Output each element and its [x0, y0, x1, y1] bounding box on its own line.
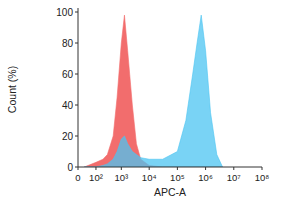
y-tick	[75, 74, 78, 75]
x-tick-label: 10⁴	[142, 172, 157, 183]
histogram-area	[84, 15, 222, 167]
x-tick	[177, 167, 178, 170]
x-tick-label: 10⁵	[170, 172, 185, 183]
x-tick-label: 10³	[114, 172, 128, 183]
x-tick-label: 10⁸	[255, 172, 270, 183]
y-tick-label: 0	[67, 162, 73, 173]
x-tick-label: 10⁶	[198, 172, 213, 183]
y-tick-label: 20	[62, 131, 74, 142]
x-tick-label: 10⁷	[227, 172, 242, 183]
x-tick-label: 0	[75, 172, 80, 183]
x-tick	[262, 167, 263, 170]
y-tick-label: 40	[62, 100, 74, 111]
y-tick	[75, 105, 78, 106]
y-tick-label: 100	[56, 7, 73, 18]
x-tick	[205, 167, 206, 170]
y-axis-label: Count (%)	[6, 66, 18, 113]
x-tick	[233, 167, 234, 170]
x-tick	[95, 167, 96, 170]
y-axis-line	[78, 8, 79, 167]
x-tick	[149, 167, 150, 170]
y-tick	[75, 43, 78, 44]
x-axis-label: APC-A	[154, 186, 186, 198]
chart: 0 20 40 60 80 100 0 10² 10³ 10⁴ 10⁵ 10⁶ 10⁷ 10⁸ APC-A C…	[0, 0, 300, 200]
plot-area	[84, 15, 222, 167]
y-tick	[75, 136, 78, 137]
x-tick	[121, 167, 122, 170]
x-tick	[78, 167, 79, 170]
x-tick-label: 10²	[89, 172, 103, 183]
y-tick-label: 60	[62, 69, 74, 80]
histogram-area	[84, 15, 222, 167]
y-tick-label: 80	[62, 38, 74, 49]
y-tick	[75, 12, 78, 13]
x-axis-line	[78, 167, 262, 168]
